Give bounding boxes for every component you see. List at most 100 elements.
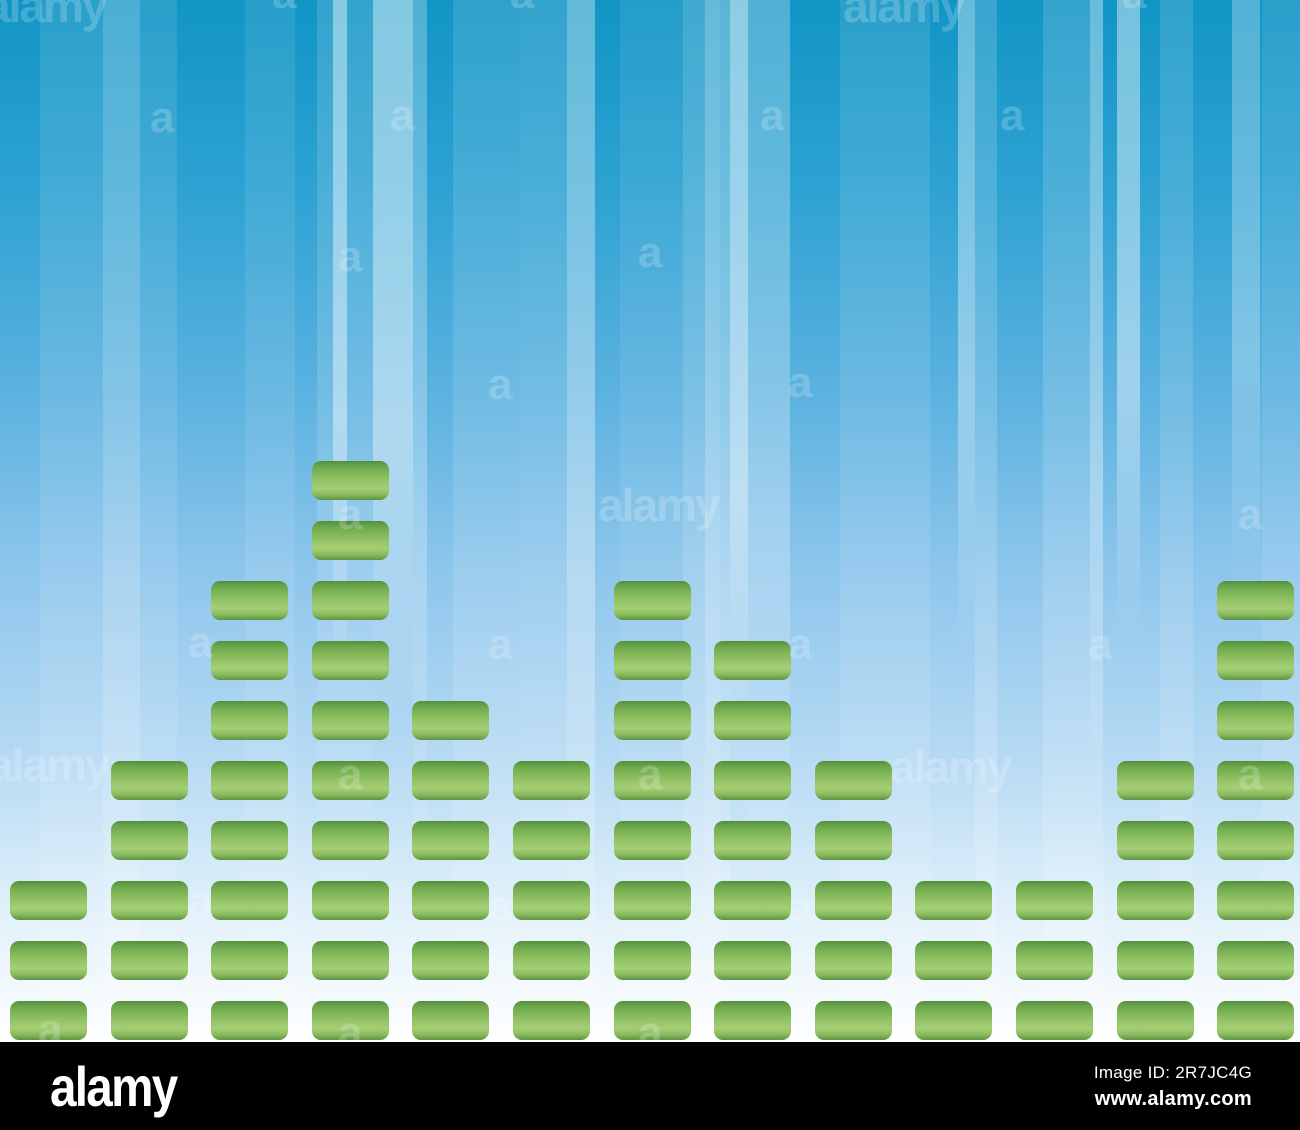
eq-column-10 (915, 881, 992, 1040)
eq-segment (815, 1001, 892, 1040)
eq-segment (412, 701, 489, 740)
alamy-watermark-letter: a (788, 358, 813, 407)
alamy-watermark-letter: a (510, 0, 534, 16)
eq-segment (412, 761, 489, 800)
eq-segment (412, 821, 489, 860)
alamy-logo: alamy (50, 1054, 178, 1118)
eq-segment (614, 581, 691, 620)
eq-segment (714, 1001, 791, 1040)
eq-segment (614, 701, 691, 740)
eq-segment (513, 821, 590, 860)
eq-segment (1117, 881, 1194, 920)
eq-segment (1217, 581, 1294, 620)
eq-segment (111, 881, 188, 920)
eq-column-1 (10, 881, 87, 1040)
eq-segment (412, 881, 489, 920)
eq-segment (614, 881, 691, 920)
eq-segment (312, 881, 389, 920)
eq-segment (211, 701, 288, 740)
eq-segment (312, 761, 389, 800)
eq-segment (1117, 821, 1194, 860)
alamy-watermark-word: alamy (843, 0, 965, 32)
eq-segment (211, 1001, 288, 1040)
eq-segment (1217, 761, 1294, 800)
eq-segment (211, 641, 288, 680)
eq-segment (312, 941, 389, 980)
equalizer-bars (10, 461, 1294, 1040)
eq-segment (10, 881, 87, 920)
eq-segment (1217, 941, 1294, 980)
alamy-watermark-letter: a (760, 91, 785, 140)
alamy-watermark-letter: a (788, 620, 813, 669)
eq-segment (111, 821, 188, 860)
eq-segment (1016, 941, 1093, 980)
alamy-watermark-word: alamy (0, 0, 107, 32)
eq-column-11 (1016, 881, 1093, 1040)
eq-segment (614, 1001, 691, 1040)
alamy-watermark-letter: a (638, 750, 663, 799)
eq-segment (1217, 1001, 1294, 1040)
eq-segment (211, 581, 288, 620)
alamy-watermark-letter: a (638, 228, 663, 277)
eq-segment (915, 881, 992, 920)
eq-segment (614, 761, 691, 800)
alamy-watermark-letter: a (188, 877, 213, 926)
alamy-watermark-word: alamy (598, 479, 720, 531)
eq-segment (10, 941, 87, 980)
eq-segment (714, 701, 791, 740)
eq-segment (312, 821, 389, 860)
eq-segment (815, 881, 892, 920)
eq-segment (513, 1001, 590, 1040)
alamy-watermark-letter: a (1088, 620, 1113, 669)
alamy-watermark-letter: a (338, 490, 363, 539)
alamy-watermark-word: alamy (0, 739, 110, 791)
alamy-watermark-letter: a (788, 882, 813, 931)
eq-segment (1117, 761, 1194, 800)
eq-column-4 (312, 461, 389, 1040)
alamy-watermark-letter: a (338, 750, 363, 799)
eq-segment (714, 941, 791, 980)
alamy-watermark-letter: a (272, 0, 296, 16)
equalizer-illustration: alamy alamy alamy alamy alamy a a a a a a a a a a a a a a a… (0, 0, 1300, 1042)
alamy-url-text: www.alamy.com (1094, 1087, 1252, 1110)
eq-column-9 (815, 761, 892, 1040)
eq-segment (614, 641, 691, 680)
eq-segment (312, 1001, 389, 1040)
eq-column-2 (111, 761, 188, 1040)
eq-segment (312, 581, 389, 620)
alamy-watermark-letter: a (150, 93, 175, 142)
alamy-watermark-letter: a (1122, 0, 1146, 16)
eq-column-13 (1217, 581, 1294, 1040)
eq-segment (111, 941, 188, 980)
alamy-footer-bar: alamy Image ID: 2R7JC4G www.alamy.com (0, 1042, 1300, 1130)
eq-segment (312, 521, 389, 560)
eq-column-6 (513, 761, 590, 1040)
eq-segment (10, 1001, 87, 1040)
eq-segment (211, 821, 288, 860)
eq-segment (714, 761, 791, 800)
alamy-watermark-word: alamy (890, 741, 1012, 793)
eq-column-7 (614, 581, 691, 1040)
alamy-watermark-letter: a (1238, 490, 1263, 539)
eq-segment (111, 1001, 188, 1040)
alamy-watermark-letter: a (1238, 750, 1263, 799)
image-meta-block: Image ID: 2R7JC4G www.alamy.com (1094, 1064, 1252, 1109)
eq-segment (714, 881, 791, 920)
alamy-watermark-letter: a (638, 1008, 663, 1043)
eq-segment (915, 1001, 992, 1040)
alamy-watermark-letter: a (488, 620, 513, 669)
eq-segment (915, 941, 992, 980)
watermark-layer: alamy alamy alamy alamy alamy a a a a a a a a a a a a a a a… (0, 0, 1300, 1042)
eq-segment (312, 461, 389, 500)
eq-column-3 (211, 581, 288, 1040)
eq-segment (1217, 701, 1294, 740)
eq-segment (211, 941, 288, 980)
eq-segment (412, 1001, 489, 1040)
eq-column-5 (412, 701, 489, 1040)
eq-segment (513, 881, 590, 920)
eq-segment (211, 881, 288, 920)
eq-segment (614, 941, 691, 980)
eq-segment (815, 941, 892, 980)
eq-column-12 (1117, 761, 1194, 1040)
